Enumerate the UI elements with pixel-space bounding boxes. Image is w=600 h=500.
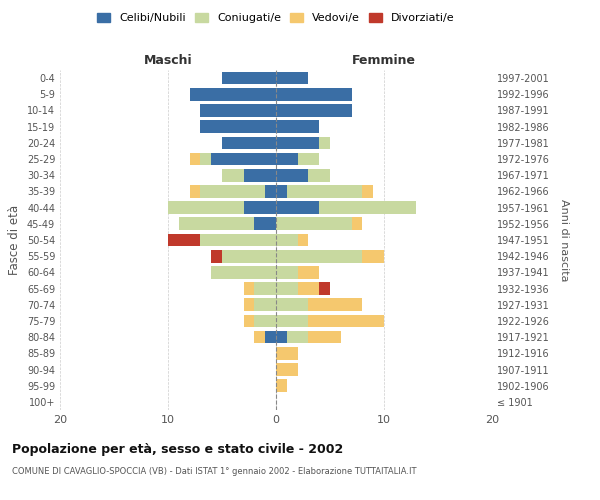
Bar bbox=[244, 202, 276, 214]
Bar bbox=[276, 250, 362, 262]
Text: COMUNE DI CAVAGLIO-SPOCCIA (VB) - Dati ISTAT 1° gennaio 2002 - Elaborazione TUTT: COMUNE DI CAVAGLIO-SPOCCIA (VB) - Dati I… bbox=[12, 468, 416, 476]
Bar bbox=[200, 152, 211, 166]
Bar bbox=[211, 266, 276, 278]
Text: Femmine: Femmine bbox=[352, 54, 416, 67]
Bar bbox=[298, 266, 319, 278]
Bar bbox=[319, 136, 330, 149]
Legend: Celibi/Nubili, Coniugati/e, Vedovi/e, Divorziati/e: Celibi/Nubili, Coniugati/e, Vedovi/e, Di… bbox=[93, 8, 459, 28]
Bar bbox=[276, 120, 319, 133]
Bar bbox=[276, 363, 298, 376]
Bar bbox=[276, 298, 308, 311]
Bar bbox=[222, 136, 276, 149]
Bar bbox=[222, 250, 276, 262]
Bar bbox=[319, 202, 416, 214]
Bar bbox=[276, 72, 308, 85]
Bar bbox=[352, 218, 362, 230]
Bar bbox=[254, 314, 276, 328]
Bar bbox=[200, 234, 276, 246]
Bar bbox=[254, 331, 265, 344]
Bar bbox=[276, 314, 308, 328]
Bar bbox=[276, 282, 298, 295]
Bar bbox=[276, 152, 298, 166]
Bar bbox=[244, 282, 254, 295]
Bar bbox=[362, 250, 384, 262]
Bar bbox=[276, 202, 319, 214]
Bar bbox=[222, 169, 244, 181]
Text: Maschi: Maschi bbox=[143, 54, 193, 67]
Bar bbox=[308, 298, 362, 311]
Bar bbox=[254, 218, 276, 230]
Bar bbox=[254, 282, 276, 295]
Bar bbox=[211, 152, 276, 166]
Bar bbox=[254, 298, 276, 311]
Bar bbox=[287, 331, 308, 344]
Y-axis label: Anni di nascita: Anni di nascita bbox=[559, 198, 569, 281]
Bar bbox=[190, 88, 276, 101]
Bar bbox=[200, 185, 265, 198]
Bar bbox=[265, 331, 276, 344]
Bar bbox=[222, 72, 276, 85]
Bar bbox=[276, 218, 352, 230]
Bar bbox=[276, 104, 352, 117]
Bar bbox=[298, 234, 308, 246]
Bar bbox=[276, 136, 319, 149]
Bar bbox=[276, 185, 287, 198]
Bar bbox=[287, 185, 362, 198]
Bar bbox=[319, 282, 330, 295]
Bar bbox=[211, 250, 222, 262]
Bar bbox=[298, 282, 319, 295]
Bar bbox=[308, 331, 341, 344]
Bar bbox=[168, 234, 200, 246]
Bar bbox=[244, 169, 276, 181]
Bar bbox=[200, 104, 276, 117]
Bar bbox=[276, 347, 298, 360]
Bar bbox=[168, 202, 244, 214]
Bar bbox=[276, 266, 298, 278]
Bar bbox=[200, 120, 276, 133]
Bar bbox=[190, 185, 200, 198]
Bar bbox=[265, 185, 276, 198]
Bar bbox=[276, 169, 308, 181]
Bar bbox=[244, 314, 254, 328]
Bar bbox=[190, 152, 200, 166]
Y-axis label: Fasce di età: Fasce di età bbox=[8, 205, 21, 275]
Bar bbox=[244, 298, 254, 311]
Bar bbox=[276, 380, 287, 392]
Text: Popolazione per età, sesso e stato civile - 2002: Popolazione per età, sesso e stato civil… bbox=[12, 442, 343, 456]
Bar bbox=[308, 314, 384, 328]
Bar bbox=[276, 331, 287, 344]
Bar bbox=[308, 169, 330, 181]
Bar bbox=[179, 218, 254, 230]
Bar bbox=[276, 88, 352, 101]
Bar bbox=[276, 234, 298, 246]
Bar bbox=[298, 152, 319, 166]
Bar bbox=[362, 185, 373, 198]
